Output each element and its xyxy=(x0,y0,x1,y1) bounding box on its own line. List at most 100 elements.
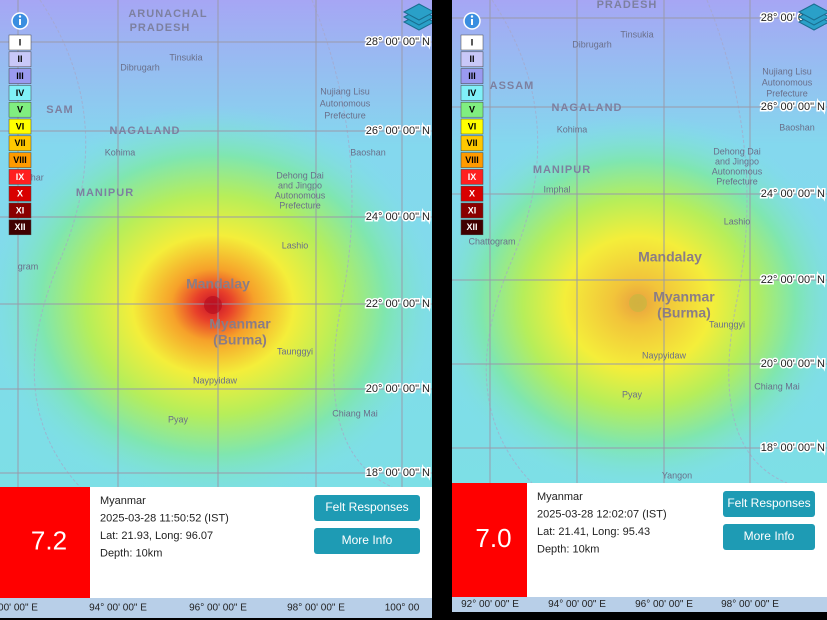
longitude-label: 100° 00 xyxy=(385,603,420,614)
legend-label: IX xyxy=(468,172,477,182)
place-label: and Jingpo xyxy=(278,180,322,190)
legend-label: XII xyxy=(14,222,25,232)
legend-swatch xyxy=(8,135,32,152)
place-label: (Burma) xyxy=(213,332,267,348)
place-label: Nujiang Lisu xyxy=(320,86,370,96)
place-label: Autonomous xyxy=(320,98,371,108)
longitude-label: 94° 00' 00" E xyxy=(548,599,606,610)
place-label: Taunggyi xyxy=(277,346,313,356)
legend-swatch xyxy=(460,85,484,101)
legend-swatch xyxy=(460,101,484,118)
place-label: Kohima xyxy=(105,147,136,157)
legend-swatch xyxy=(8,68,32,84)
action-button[interactable] xyxy=(314,495,420,521)
legend-swatch xyxy=(8,202,32,219)
phone-screen: PRADESH Dibrugarh Tinsukia ASSAM NAGALAND Koh… xyxy=(452,0,827,612)
action-button[interactable] xyxy=(723,491,815,517)
place-label: Autonomous xyxy=(712,166,763,176)
event-time: 2025-03-28 11:50:52 (IST) xyxy=(100,512,229,524)
border xyxy=(311,0,393,487)
place-label: MANIPUR xyxy=(533,164,591,176)
longitude-label: 92° 00' 00" E xyxy=(461,599,519,610)
place-label: Chiang Mai xyxy=(332,408,378,418)
longitude-label: 96° 00' 00" E xyxy=(635,599,693,610)
info-glyph xyxy=(19,19,21,25)
place-label: Mandalay xyxy=(186,276,250,292)
latitude-label: 18° 00' 00" N xyxy=(366,467,430,479)
place-label: Naypyidaw xyxy=(193,375,238,385)
legend-swatch xyxy=(460,34,484,51)
layers-button[interactable] xyxy=(402,3,434,21)
place-label: Imphal xyxy=(543,184,570,194)
place-label: gram xyxy=(18,261,39,271)
place-label: and Jingpo xyxy=(715,156,759,166)
event-location: Myanmar xyxy=(537,491,583,503)
legend-label: III xyxy=(16,71,24,81)
border xyxy=(706,0,788,483)
legend-label: VI xyxy=(16,121,25,131)
action-button[interactable] xyxy=(723,524,815,550)
place-label: Myanmar xyxy=(653,289,715,305)
legend-swatch xyxy=(8,152,32,168)
legend-label: VII xyxy=(466,138,477,148)
legend-label: IX xyxy=(16,172,25,182)
magnitude: 7.0 xyxy=(475,523,511,553)
legend-swatch xyxy=(8,34,32,51)
latitude-label: 18° 00' 00" N xyxy=(761,442,825,454)
intensity-shading xyxy=(0,105,432,487)
action-button[interactable] xyxy=(314,528,420,554)
place-label: Dehong Dai xyxy=(713,146,761,156)
action-button-label[interactable]: Felt Responses xyxy=(325,500,408,514)
legend-label: I xyxy=(471,37,474,47)
place-label: Lashio xyxy=(724,216,751,226)
legend-swatch xyxy=(460,185,484,202)
legend-label: V xyxy=(469,105,475,115)
layers-button[interactable] xyxy=(797,3,827,21)
longitude-label: 98° 00' 00" E xyxy=(287,603,345,614)
legend-swatch xyxy=(8,219,32,236)
action-button-label[interactable]: More Info xyxy=(744,529,795,543)
legend-label: VIII xyxy=(13,155,27,165)
legend-label: X xyxy=(469,189,475,199)
place-label: Prefecture xyxy=(716,176,758,186)
magnitude-box xyxy=(0,487,90,598)
legend-label: IV xyxy=(468,88,477,98)
action-button-label[interactable]: More Info xyxy=(342,533,393,547)
event-coordinates: Lat: 21.93, Long: 96.07 xyxy=(100,530,213,542)
place-label: Pyay xyxy=(168,414,189,424)
latitude-label: 26° 00' 00" N xyxy=(366,125,430,137)
action-button-label[interactable]: Felt Responses xyxy=(727,496,810,510)
legend-label: XI xyxy=(468,205,477,215)
place-label: Chattogram xyxy=(468,236,515,246)
place-label: (Burma) xyxy=(657,305,711,321)
border xyxy=(485,0,539,483)
place-label: Pyay xyxy=(622,389,643,399)
place-label: Naypyidaw xyxy=(642,350,687,360)
latitude-label: 20° 00' 00" N xyxy=(366,383,430,395)
legend-swatch xyxy=(460,51,484,68)
legend-swatch xyxy=(460,118,484,135)
longitude-strip xyxy=(0,598,432,618)
longitude-strip xyxy=(452,597,827,612)
longitude-label: 94° 00' 00" E xyxy=(89,603,147,614)
place-label: PRADESH xyxy=(130,22,191,34)
place-label: SAM xyxy=(46,104,73,116)
legend-label: II xyxy=(17,54,22,64)
legend-label: VI xyxy=(468,121,477,131)
legend-swatch xyxy=(8,185,32,202)
info-glyph xyxy=(471,19,473,25)
latitude-label: 28° 00' 00" N xyxy=(366,36,430,48)
legend-swatch xyxy=(8,101,32,118)
legend-swatch xyxy=(8,118,32,135)
legend-swatch xyxy=(8,169,32,185)
place-label: Baoshan xyxy=(350,147,386,157)
place-label: Prefecture xyxy=(279,200,321,210)
latitude-label: 24° 00' 00" N xyxy=(366,211,430,223)
map: ARUNACHAL PRADESH Dibrugarh Tinsukia SAM NAGA… xyxy=(0,0,434,487)
legend-swatch xyxy=(460,202,484,219)
legend-label: XI xyxy=(16,205,25,215)
place-label: Taunggyi xyxy=(709,319,745,329)
legend-swatch xyxy=(460,219,484,236)
magnitude-box xyxy=(452,483,527,597)
